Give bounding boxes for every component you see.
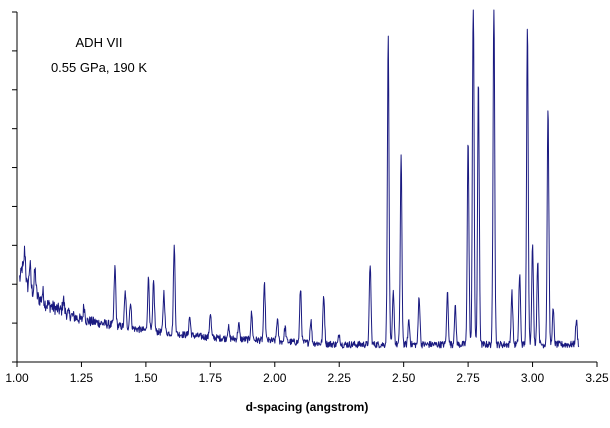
plot-area xyxy=(19,9,580,349)
x-tick-label: 2.50 xyxy=(392,371,416,385)
series-line xyxy=(19,9,580,349)
y-ticks xyxy=(12,11,17,363)
x-tick-label: 2.75 xyxy=(456,371,480,385)
annotation-conditions: 0.55 GPa, 190 K xyxy=(51,60,147,75)
x-ticks: 1.00 1.25 1.50 1.75 2.00 2.25 2.50 2.75 3.00 3.25 xyxy=(5,362,609,385)
annotation-sample: ADH VII xyxy=(76,35,123,50)
x-tick-label: 1.50 xyxy=(134,371,158,385)
x-tick-label: 1.25 xyxy=(70,371,94,385)
x-tick-label: 1.00 xyxy=(5,371,29,385)
x-tick-label: 1.75 xyxy=(199,371,223,385)
x-tick-label: 2.25 xyxy=(328,371,352,385)
x-tick-label: 2.00 xyxy=(263,371,287,385)
x-axis-title: d-spacing (angstrom) xyxy=(246,400,369,414)
x-tick-label: 3.00 xyxy=(521,371,545,385)
x-tick-label: 3.25 xyxy=(585,371,609,385)
